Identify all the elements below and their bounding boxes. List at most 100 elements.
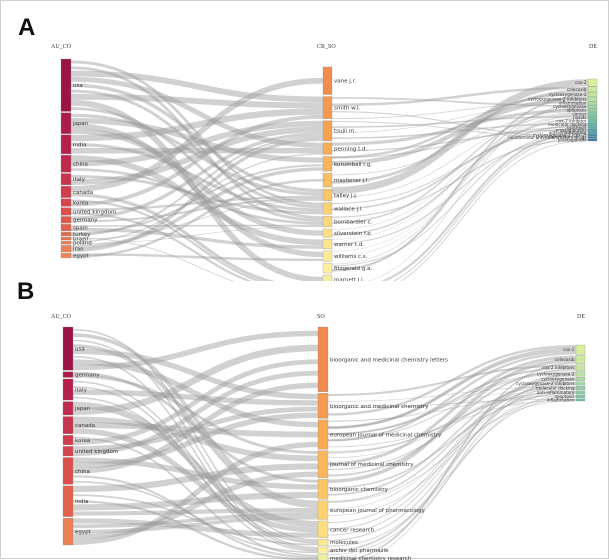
node-label-spain: spain bbox=[73, 226, 88, 232]
flow-spain-to-bombardier-c bbox=[71, 225, 323, 226]
node-wallace-j-l bbox=[323, 203, 332, 215]
node-label-italy: italy bbox=[75, 387, 88, 393]
node-european-journal-of-medicinal-chemistry bbox=[318, 420, 328, 449]
node-label-united-kingdom: united kingdom bbox=[73, 209, 116, 215]
node-united-kingdom bbox=[63, 446, 73, 456]
node-china bbox=[63, 458, 73, 485]
node-medicinal-chemistry-research bbox=[318, 555, 328, 560]
node-label-japan: japan bbox=[72, 121, 89, 127]
flow-molecules-to-molecular-docking bbox=[328, 389, 576, 550]
node-label-germany: germany bbox=[75, 373, 100, 379]
node-label-masferrer-j-l: masferrer j.l. bbox=[334, 178, 369, 184]
panel-a-sankey: AU_CO CR_SO DE usajapanindiachinaitalyca… bbox=[1, 1, 609, 281]
node-celecoxib bbox=[588, 87, 597, 92]
node-label-korea: korea bbox=[73, 201, 88, 207]
node-label-medicinal-chemistry-research: medicinal chemistry research bbox=[330, 556, 412, 560]
panel-b-sankey: AU_CO SO DE usagermanyitalyjapancanadako… bbox=[1, 281, 609, 560]
node-anti-inflammatory bbox=[588, 131, 597, 133]
node-cox-2 bbox=[576, 345, 585, 354]
node-cancer-research bbox=[318, 521, 328, 538]
node-label-egypt: egypt bbox=[75, 529, 92, 535]
node-canada bbox=[61, 186, 71, 197]
node-cyclooxygenase-2 bbox=[588, 92, 597, 96]
panel-a-header-right: DE bbox=[589, 44, 597, 50]
node-cyclooxygenase-2-inhibitors bbox=[576, 382, 585, 386]
node-cox-2 bbox=[588, 79, 597, 86]
node-label-cancer-research: cancer research bbox=[330, 527, 375, 533]
node-india bbox=[63, 486, 73, 517]
node-label-inflammation: inflammation bbox=[547, 397, 575, 402]
node-label-cox-2-inhibitors: cox-2 inhibitors bbox=[542, 365, 574, 370]
node-molecular-docking bbox=[576, 386, 585, 390]
node-label-wallace-j-l: wallace j.l. bbox=[334, 206, 363, 212]
node-european-journal-of-pharmacology bbox=[318, 501, 328, 520]
node-inflammation bbox=[576, 399, 585, 401]
node-cyclooxygenase-2-cox-2 bbox=[588, 134, 597, 136]
node-label-journal-of-medicinal-chemistry: journal of medicinal chemistry bbox=[329, 462, 414, 468]
node-italy bbox=[61, 174, 71, 185]
node-label-united-kingdom: united kingdom bbox=[75, 449, 118, 455]
node-label-japan: japan bbox=[74, 406, 91, 412]
node-label-prostaglandin: prostaglandin bbox=[558, 137, 587, 142]
node-label-european-journal-of-pharmacology: european journal of pharmacology bbox=[330, 508, 426, 514]
node-label-usa: usa bbox=[75, 347, 85, 353]
node-kurumbail-r-g bbox=[323, 156, 332, 171]
node-nonsteroidal-anti-inflammatory-drugs bbox=[588, 136, 597, 138]
node-synthesis bbox=[588, 126, 597, 128]
node-label-cox-2: cox-2 bbox=[575, 80, 587, 85]
node-label-tsujii-m: tsujii m. bbox=[334, 129, 356, 135]
node-cancer bbox=[588, 112, 597, 115]
node-bioorganic-and-medicinal-chemistry-letters bbox=[318, 327, 328, 392]
node-label-cox-2: cox-2 bbox=[563, 347, 575, 352]
node-label-germany: germany bbox=[73, 218, 98, 224]
node-korea bbox=[61, 199, 71, 207]
panel-a-header-middle: CR_SO bbox=[317, 44, 336, 50]
node-nsaids bbox=[588, 116, 597, 119]
node-cyclooxygenase-2-inhibitors bbox=[588, 97, 597, 101]
node-cyclooxygenase bbox=[576, 377, 585, 381]
node-cox-2-inhibitors bbox=[576, 365, 585, 371]
node-label-smith-w-l: smith w.l. bbox=[334, 106, 360, 112]
panel-a-header-left: AU_CO bbox=[51, 44, 72, 50]
node-silverstein-f-e bbox=[323, 229, 332, 237]
node-label-india: india bbox=[73, 142, 86, 148]
node-apoptosis bbox=[576, 395, 585, 397]
node-bombardier-c bbox=[323, 216, 332, 227]
node-label-usa: usa bbox=[73, 83, 83, 89]
node-label-iran: iran bbox=[73, 247, 84, 253]
node-label-italy: italy bbox=[73, 177, 86, 183]
flow-inhibitors-to-cyclooxygenase-2-cox-2 bbox=[332, 135, 588, 281]
node-cyclooxygenase bbox=[588, 105, 597, 108]
node-apoptosis bbox=[588, 109, 597, 112]
node-label-celecoxib: celecoxib bbox=[555, 357, 575, 362]
node-warner-t-d bbox=[323, 239, 332, 249]
node-label-bombardier-c: bombardier c. bbox=[334, 220, 373, 226]
node-label-bioorganic-and-medicinal-chemistry: bioorganic and medicinal chemistry bbox=[330, 404, 429, 410]
node-label-korea: korea bbox=[75, 438, 90, 444]
node-usa bbox=[63, 327, 73, 370]
panel-b-header-left: AU_CO bbox=[51, 314, 72, 320]
node-label-bioorganic-chemistry: bioorganic chemistry bbox=[330, 487, 389, 493]
node-japan bbox=[63, 402, 73, 415]
node-label-india: india bbox=[75, 499, 88, 505]
panel-b-header-right: DE bbox=[577, 314, 585, 320]
node-label-fitzgerald-g-a: fitzgerald g.a. bbox=[334, 266, 372, 272]
node-talley-j-j bbox=[323, 189, 332, 201]
node-masferrer-j-l bbox=[323, 173, 332, 187]
node-label-warner-t-d: warner t.d. bbox=[334, 242, 364, 248]
node-prostaglandin bbox=[588, 139, 597, 141]
node-spain bbox=[61, 224, 71, 231]
node-inflammation bbox=[588, 102, 597, 105]
node-label-canada: canada bbox=[73, 190, 93, 196]
node-celecoxib bbox=[576, 355, 585, 363]
node-label-egypt: egypt bbox=[73, 254, 90, 260]
node-canada bbox=[63, 417, 73, 434]
node-smith-w-l bbox=[323, 97, 332, 119]
node-germany bbox=[61, 216, 71, 223]
node-journal-of-medicinal-chemistry bbox=[318, 451, 328, 478]
node-label-silverstein-f-e: silverstein f.e. bbox=[334, 231, 373, 237]
node-india bbox=[61, 135, 71, 154]
node-label-kurumbail-r-g: kurumbail r.g. bbox=[334, 162, 372, 168]
node-label-archiv-der-pharmazie: archiv der pharmazie bbox=[330, 548, 389, 554]
